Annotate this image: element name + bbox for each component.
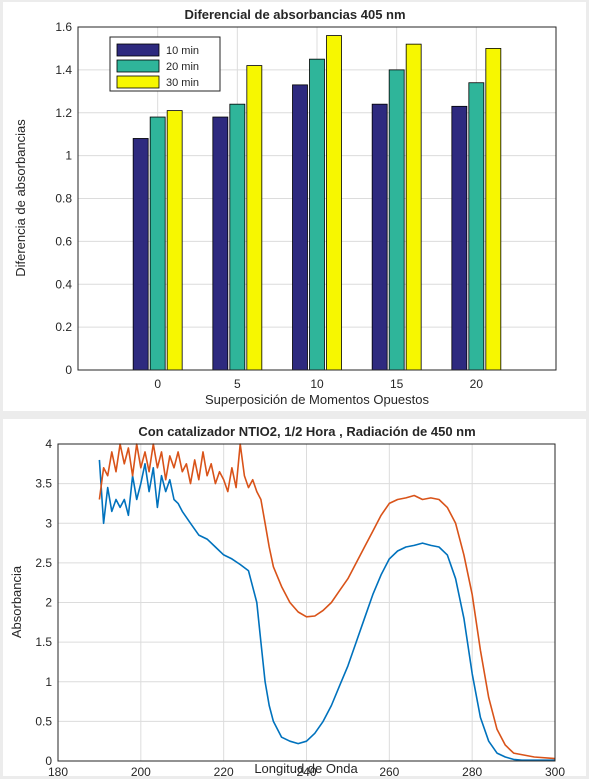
bar-x-tick-label: 20 (470, 377, 484, 391)
line-y-tick-label: 0.5 (35, 714, 52, 728)
line-chart-panel: Con catalizador NTIO2, 1/2 Hora , Radiac… (3, 419, 586, 776)
line-x-tick-label: 260 (379, 765, 399, 776)
line-y-tick-label: 1.5 (35, 635, 52, 649)
bar-y-tick-label: 0.6 (55, 234, 72, 248)
bar (229, 103, 246, 371)
bar (166, 110, 183, 371)
line-y-tick-label: 3.5 (35, 477, 52, 491)
line-chart-title: Con catalizador NTIO2, 1/2 Hora , Radiac… (138, 424, 475, 439)
absorbance-series-orange (98, 443, 556, 760)
bar-x-tick-label: 0 (154, 377, 161, 391)
line-chart: Con catalizador NTIO2, 1/2 Hora , Radiac… (9, 424, 565, 776)
bar-y-axis-label: Diferencia de absorbancias (13, 119, 28, 277)
bar-legend: 10 min 20 min 30 min (109, 36, 221, 92)
line-y-axis-label: Absorbancia (9, 565, 24, 638)
bar (292, 84, 308, 371)
absorbance-series-blue (98, 459, 555, 762)
bar (405, 43, 422, 371)
legend-label: 30 min (166, 77, 199, 89)
line-y-tick-label: 1 (45, 675, 52, 689)
bar-y-tick-label: 1 (65, 149, 72, 163)
bar-y-tick-label: 1.6 (55, 20, 72, 34)
line-x-tick-label: 200 (131, 765, 151, 776)
bar-chart-title: Diferencial de absorbancias 405 nm (184, 7, 405, 22)
line-y-tick-label: 0 (45, 754, 52, 768)
legend-label: 20 min (166, 61, 199, 73)
bar-x-axis-label: Superposición de Momentos Opuestos (205, 392, 430, 407)
bar-y-tick-label: 1.2 (55, 106, 72, 120)
bar-y-tick-label: 0.2 (55, 320, 72, 334)
line-y-tick-label: 2 (45, 596, 52, 610)
bar (371, 103, 388, 371)
line-x-tick-label: 180 (48, 765, 68, 776)
bar (309, 58, 325, 371)
legend-label: 10 min (166, 45, 199, 57)
bar (451, 105, 468, 371)
bar-chart-panel: Diferencial de absorbancias 405 nm 0 0.2 0… (3, 2, 586, 411)
line-x-axis-label: Longitud de Onda (254, 761, 358, 776)
bar-chart: Diferencial de absorbancias 405 nm 0 0.2 0… (13, 7, 557, 407)
bar-y-tick-label: 0.8 (55, 192, 72, 206)
legend-swatch (116, 43, 160, 57)
bar (212, 116, 229, 371)
bar-x-tick-label: 10 (310, 377, 324, 391)
line-y-tick-label: 2.5 (35, 556, 52, 570)
bar-y-tick-label: 0.4 (55, 277, 72, 291)
line-x-tick-label: 280 (462, 765, 482, 776)
line-y-tick-label: 3 (45, 516, 52, 530)
line-x-tick-label: 240 (296, 765, 316, 776)
line-y-tick-label: 4 (45, 437, 52, 451)
bar-x-tick-label: 5 (234, 377, 241, 391)
bar-y-tick-label: 0 (65, 363, 72, 377)
bar (132, 138, 149, 371)
bar (246, 65, 263, 371)
bar-x-tick-label: 15 (390, 377, 404, 391)
bar (326, 35, 342, 371)
line-x-tick-label: 220 (214, 765, 234, 776)
line-plot-area (57, 443, 556, 762)
line-x-tick-label: 300 (545, 765, 565, 776)
legend-swatch (116, 75, 160, 89)
bar (485, 48, 502, 371)
bar (149, 116, 166, 371)
bar (388, 69, 405, 371)
bar-plot-area (77, 26, 557, 371)
bar (468, 82, 485, 371)
legend-swatch (116, 59, 160, 73)
bar-y-tick-label: 1.4 (55, 63, 72, 77)
